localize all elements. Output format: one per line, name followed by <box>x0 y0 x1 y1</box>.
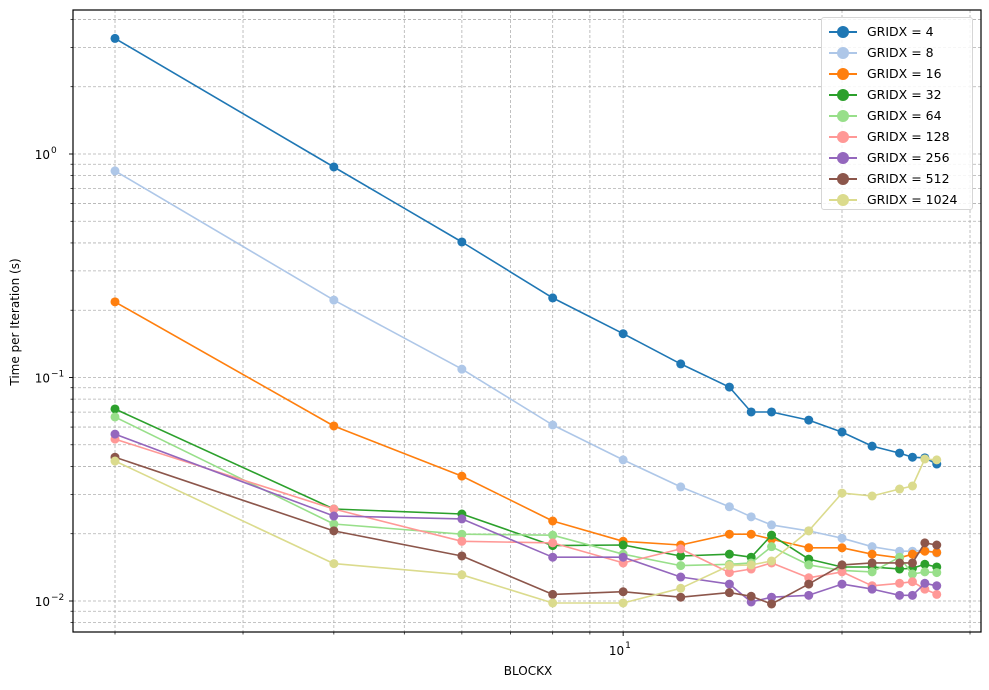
legend-item: GRIDX = 256 <box>822 147 972 168</box>
legend-item: GRIDX = 8 <box>822 42 972 63</box>
legend-item: GRIDX = 128 <box>822 126 972 147</box>
series-line <box>110 166 942 558</box>
legend-label: GRIDX = 16 <box>867 66 942 81</box>
legend-marker-icon <box>829 130 857 143</box>
series-line <box>110 33 942 469</box>
x-axis-label: BLOCKX <box>503 664 553 678</box>
svg-text:−2: −2 <box>51 593 64 603</box>
legend-marker-icon <box>829 151 857 164</box>
legend-label: GRIDX = 8 <box>867 45 934 60</box>
y-axis-label: Time per Iteration (s) <box>8 258 22 386</box>
legend-item: GRIDX = 1024 <box>822 189 972 210</box>
legend-marker-icon <box>829 172 857 185</box>
svg-text:10: 10 <box>609 644 624 658</box>
data-series <box>110 33 942 609</box>
legend-item: GRIDX = 512 <box>822 168 972 189</box>
svg-text:−1: −1 <box>51 370 64 380</box>
legend-item: GRIDX = 32 <box>822 84 972 105</box>
legend-marker-icon <box>829 88 857 101</box>
legend-marker-icon <box>829 25 857 38</box>
legend-item: GRIDX = 16 <box>822 63 972 84</box>
legend-label: GRIDX = 4 <box>867 24 934 39</box>
legend-marker-icon <box>829 193 857 206</box>
legend-marker-icon <box>829 46 857 59</box>
legend-label: GRIDX = 1024 <box>867 192 958 207</box>
axes-frame <box>72 9 982 633</box>
legend-label: GRIDX = 256 <box>867 150 950 165</box>
svg-text:1: 1 <box>625 641 631 651</box>
svg-text:10: 10 <box>35 148 50 162</box>
series-line <box>110 454 942 608</box>
legend-label: GRIDX = 32 <box>867 87 942 102</box>
legend-item: GRIDX = 4 <box>822 21 972 42</box>
legend: GRIDX = 4 GRIDX = 8 GRIDX = 16 GRIDX = 3… <box>821 17 973 210</box>
legend-label: GRIDX = 128 <box>867 129 950 144</box>
legend-marker-icon <box>829 67 857 80</box>
svg-text:10: 10 <box>35 372 50 386</box>
legend-label: GRIDX = 512 <box>867 171 950 186</box>
legend-item: GRIDX = 64 <box>822 105 972 126</box>
svg-text:0: 0 <box>51 146 57 156</box>
series-line <box>110 412 942 579</box>
legend-marker-icon <box>829 109 857 122</box>
series-line <box>110 452 942 609</box>
svg-text:10: 10 <box>35 595 50 609</box>
legend-label: GRIDX = 64 <box>867 108 942 123</box>
axis-ticks: 10 010 −110 −210 1 <box>35 19 971 658</box>
